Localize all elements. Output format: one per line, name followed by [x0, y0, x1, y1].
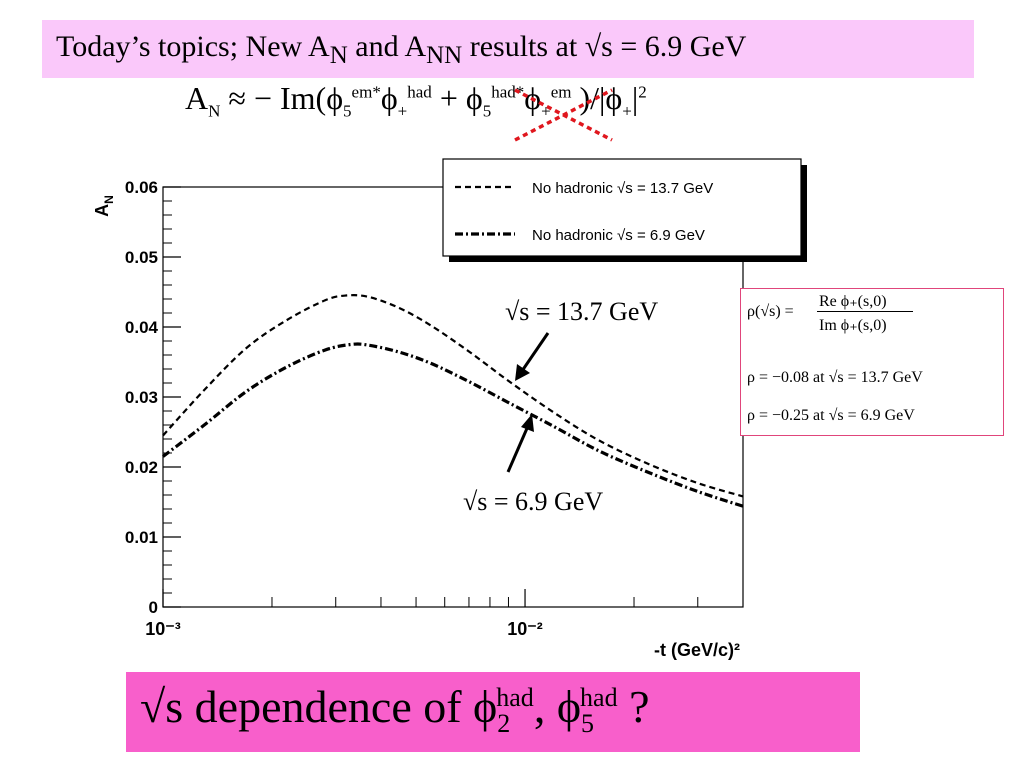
title-part: Today’s topics; New A: [56, 30, 330, 63]
formula-sup: em*: [351, 82, 381, 102]
bottom-part: , ϕ: [533, 681, 582, 732]
bottom-banner: [126, 672, 860, 752]
arrowhead-137: [515, 364, 530, 381]
formula-sub: +: [541, 101, 551, 121]
y-ticks: 0 0.01 0.02 0.03 0.04 0.05 0.06: [125, 178, 181, 617]
rho-def-lhs: ρ(√s) =: [747, 303, 794, 320]
formula-phi: ϕ: [326, 80, 344, 116]
x-axis-label: -t (GeV/c)²: [654, 640, 740, 660]
title-part: and A: [347, 30, 427, 63]
legend-box: [442, 158, 802, 257]
formula-phi: ϕ: [380, 80, 398, 116]
y-tick-label: 0.01: [125, 528, 158, 547]
formula-lhs: A: [185, 80, 209, 116]
title-sub: N: [329, 42, 348, 69]
title-part: results at √s = 6.9 GeV: [462, 30, 747, 63]
formula-sup: had*: [491, 82, 525, 102]
y-axis-label: AN: [92, 195, 116, 217]
bottom-sub: 5: [581, 709, 595, 739]
formula-sup: had: [407, 82, 432, 102]
title-sub: NN: [426, 42, 463, 69]
arrowhead-69: [521, 414, 534, 432]
formula-sub: +: [622, 101, 632, 121]
rho-line-137: ρ = −0.08 at √s = 13.7 GeV: [747, 369, 923, 386]
arrow-69: [506, 425, 530, 473]
formula-sub: 5: [482, 101, 492, 121]
formula-sup: em: [550, 82, 572, 102]
rho-def-num: Re ϕ₊(s,0): [819, 293, 887, 310]
formula-plus: +: [431, 80, 466, 116]
y-tick-label: 0.06: [125, 178, 158, 197]
an-formula: AN ≈ − Im(ϕ5em*ϕ+had + ϕ5had*ϕ+em )/|ϕ+|…: [185, 80, 647, 121]
bottom-sup: had: [580, 682, 618, 712]
title-banner: [42, 20, 974, 78]
y-tick-label: 0.05: [125, 248, 158, 267]
rho-line-69: ρ = −0.25 at √s = 6.9 GeV: [747, 407, 915, 424]
annotation-137: √s = 13.7 GeV: [505, 297, 658, 326]
formula-close: )/|ϕ: [579, 80, 623, 116]
bottom-question: √s dependence of ϕ2had, ϕ5had ?: [140, 680, 650, 739]
x-tick-label: 10⁻²: [507, 619, 543, 639]
x-tick-label: 10⁻³: [145, 619, 181, 639]
legend-label-69: No hadronic √s = 6.9 GeV: [532, 227, 705, 244]
y-tick-label: 0.04: [125, 318, 159, 337]
formula-close: |: [631, 80, 639, 116]
formula-phi: ϕ: [465, 80, 483, 116]
y-tick-label: 0.02: [125, 458, 158, 477]
x-ticks: 10⁻³ 10⁻²: [145, 589, 744, 639]
formula-sub: +: [397, 101, 408, 121]
formula-sup: 2: [638, 82, 647, 102]
formula-sub: 5: [343, 101, 352, 121]
bottom-sup: had: [496, 682, 534, 712]
series-layer: [162, 294, 744, 508]
slide-title: Today’s topics; New AN and ANN results a…: [56, 30, 746, 70]
bottom-part: ?: [617, 681, 650, 732]
rho-definition-box: ρ(√s) = Re ϕ₊(s,0) Im ϕ₊(s,0) ρ = −0.08 …: [740, 288, 1004, 436]
bottom-sub: 2: [497, 709, 511, 739]
y-tick-label: 0: [149, 598, 158, 617]
series-line-1: [162, 342, 744, 508]
legend-label-137: No hadronic √s = 13.7 GeV: [532, 180, 713, 197]
rho-def-den: Im ϕ₊(s,0): [819, 317, 887, 334]
arrow-137: [520, 332, 550, 372]
bottom-part: √s dependence of ϕ: [140, 681, 498, 732]
annotation-69: √s = 6.9 GeV: [463, 487, 603, 516]
cross-line: [514, 88, 613, 142]
formula-rel: ≈ − Im(: [220, 80, 327, 116]
y-tick-label: 0.03: [125, 388, 158, 407]
fraction-bar: [817, 311, 913, 312]
formula-sub: N: [208, 101, 221, 121]
